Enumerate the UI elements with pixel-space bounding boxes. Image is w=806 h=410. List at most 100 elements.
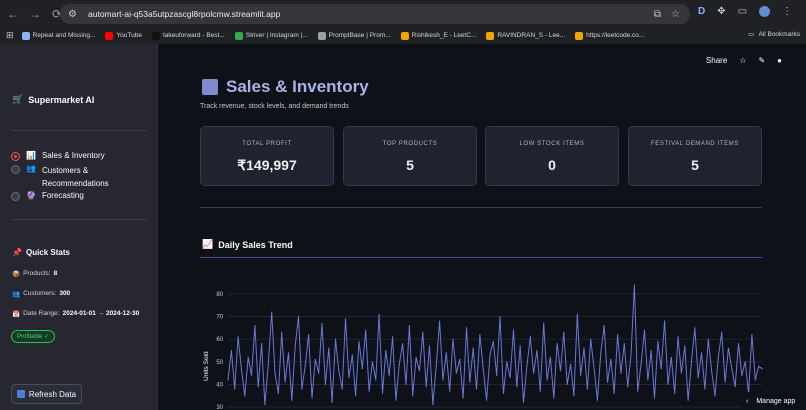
avatar[interactable] [759, 6, 771, 17]
data-point [526, 365, 528, 367]
data-point [600, 352, 602, 354]
apps-icon[interactable]: ⊞ [6, 30, 14, 40]
data-point [660, 368, 662, 370]
refresh-data-button[interactable]: Refresh Data [11, 384, 82, 404]
data-point [737, 343, 740, 345]
stat-customers: 👥 Customers: 300 [12, 290, 71, 298]
data-point [697, 377, 699, 379]
manage-app-button[interactable]: ‹ Manage app [740, 392, 806, 410]
data-point [576, 313, 578, 315]
bookmark-item[interactable]: Rishikesh_E - LeetC... [400, 31, 476, 40]
data-point [492, 340, 494, 343]
data-point [687, 399, 689, 401]
folder-icon: ▭ [748, 31, 755, 38]
bookmark-item[interactable]: takeuforward - Best... [151, 31, 225, 40]
reload-icon[interactable]: ⟳ [51, 6, 63, 21]
data-point [368, 390, 370, 392]
install-icon[interactable]: ⧉ [653, 8, 662, 20]
data-point [512, 329, 515, 331]
data-point [355, 395, 357, 397]
data-point [751, 334, 753, 336]
data-point [586, 388, 588, 390]
bookmark-item[interactable]: Repeat and Missing... [21, 31, 95, 40]
y-tick-label: 80 [216, 292, 223, 298]
y-tick-label: 60 [216, 337, 223, 343]
bookmark-item[interactable]: Striver | Instagram |... [234, 31, 308, 40]
site-info-icon[interactable]: ⚙ [68, 8, 77, 20]
menu-icon[interactable]: ⋮ [782, 6, 793, 17]
url-text: automart-ai-q53a5utpzascgl8rpolcmw.strea… [88, 9, 281, 19]
share-button[interactable]: Share [705, 56, 728, 65]
data-point [358, 340, 360, 343]
chart-icon: 📊 [26, 151, 36, 160]
bookmark-item[interactable]: https://leetcode.co... [575, 31, 644, 40]
data-point [277, 392, 279, 394]
star-icon[interactable]: ☆ [739, 56, 747, 65]
data-point [479, 334, 481, 336]
data-point [388, 374, 390, 376]
data-point [237, 336, 239, 338]
bookmark-favicon-icon [400, 31, 409, 40]
brand-title: Supermarket AI [28, 94, 95, 105]
data-point [623, 343, 625, 345]
data-point [331, 401, 333, 404]
data-point [257, 386, 259, 388]
data-point [489, 354, 491, 356]
data-point [422, 331, 424, 333]
data-point [435, 365, 437, 367]
nav-customers-recommendations[interactable]: 👥 Customers & Recommendations [11, 164, 112, 190]
data-point [741, 374, 743, 376]
data-point [304, 365, 306, 367]
data-point [700, 352, 703, 354]
data-point [711, 370, 713, 372]
data-point [707, 338, 709, 340]
radio-icon[interactable] [11, 165, 20, 174]
data-point [758, 365, 760, 367]
forward-icon[interactable]: → [29, 6, 41, 21]
data-point [247, 356, 249, 358]
radio-icon[interactable] [11, 192, 20, 201]
nav-sales-inventory[interactable]: 📊 Sales & Inventory [11, 151, 105, 161]
calendar-icon: 📅 [12, 311, 21, 318]
data-point [291, 399, 293, 401]
data-point [657, 340, 659, 343]
data-point [549, 356, 551, 358]
address-bar[interactable]: ⚙ automart-ai-q53a5utpzascgl8rpolcmw.str… [60, 4, 690, 24]
data-point [338, 370, 340, 372]
back-icon[interactable]: ← [7, 6, 19, 21]
cast-icon[interactable]: ▭ [737, 6, 748, 17]
extensions-icon[interactable]: ✥ [717, 6, 726, 17]
data-point [254, 325, 256, 327]
data-point [469, 381, 471, 383]
data-point [287, 352, 290, 354]
data-point [227, 379, 229, 381]
cart-icon: 🛒 [12, 94, 24, 104]
daily-sales-chart: Units Sold 30 40 50 60 70 80 [203, 284, 763, 410]
radio-selected-icon[interactable] [11, 152, 20, 161]
data-point [267, 363, 269, 365]
nav-forecasting[interactable]: 🔮 Forecasting [11, 191, 84, 201]
data-point [761, 368, 763, 370]
bookmark-star-icon[interactable]: ☆ [671, 8, 680, 20]
divider [11, 219, 147, 220]
edit-icon[interactable]: ✎ [758, 56, 766, 65]
data-point [522, 401, 525, 404]
github-icon[interactable]: ● [777, 56, 782, 65]
bookmark-item[interactable]: PromptBase | Prom... [317, 31, 391, 40]
data-point [546, 379, 548, 381]
data-point [506, 361, 508, 363]
bookmark-favicon-icon [317, 31, 326, 40]
data-point [392, 336, 394, 338]
data-point [402, 343, 404, 345]
all-bookmarks[interactable]: ▭ All Bookmarks [748, 30, 800, 39]
data-point [250, 374, 253, 376]
profile-extension-icon[interactable]: D [698, 6, 706, 17]
data-point [566, 383, 568, 385]
bookmark-item[interactable]: YouTube [105, 31, 142, 40]
data-point [536, 349, 538, 352]
data-point [486, 399, 488, 401]
data-point [610, 358, 612, 361]
box-icon: 📦 [12, 271, 21, 278]
bookmark-item[interactable]: RAVINDRAN_S - Lee... [486, 31, 565, 40]
data-point [664, 320, 666, 322]
